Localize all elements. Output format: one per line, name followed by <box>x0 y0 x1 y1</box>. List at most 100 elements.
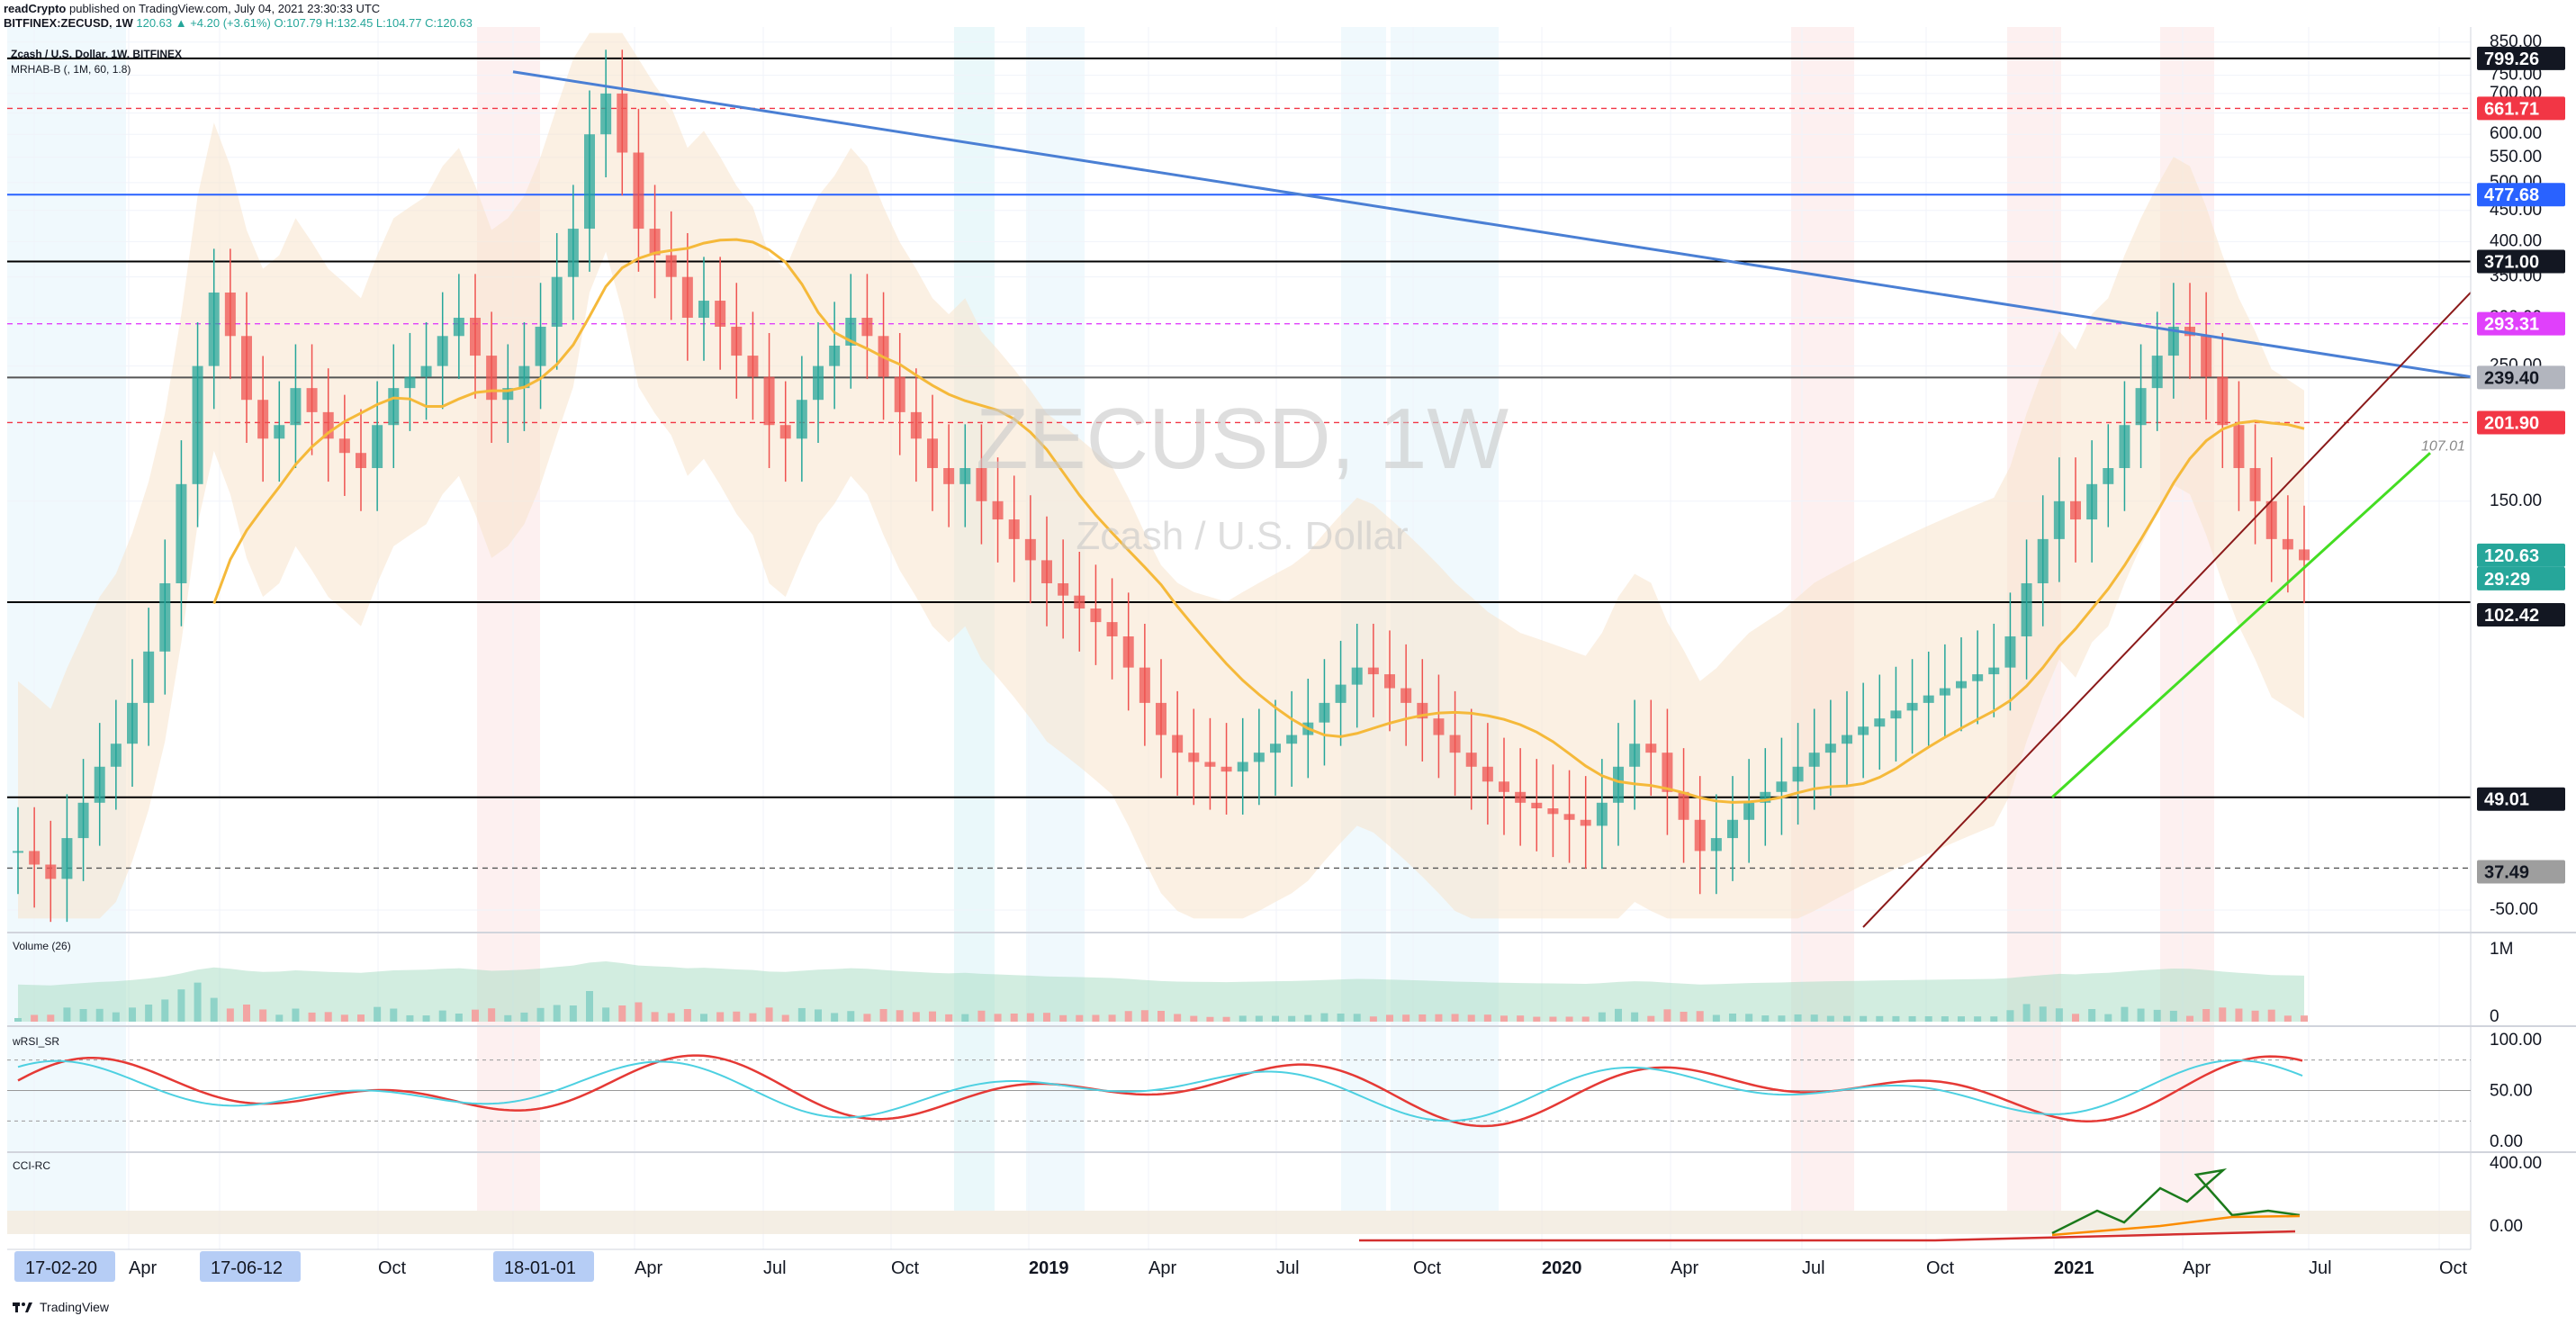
tradingview-logo-icon <box>13 1302 32 1312</box>
candle-body <box>1465 753 1477 767</box>
volume-bar <box>2006 1010 2014 1022</box>
time-tick-label: 17-06-12 <box>211 1258 283 1278</box>
volume-pane-label: Volume (26) <box>13 940 71 952</box>
candle-body <box>437 336 448 366</box>
published-text: published on TradingView.com, July 04, 2… <box>68 2 381 15</box>
volume-bar <box>1892 1015 1900 1022</box>
volume-bar <box>1924 1016 1932 1022</box>
candle-body <box>1662 753 1673 792</box>
price-label-bg <box>2477 543 2565 567</box>
candle-body <box>1547 808 1559 815</box>
time-tick-highlight <box>200 1251 301 1282</box>
volume-bar <box>1353 1014 1361 1022</box>
candle-body <box>45 864 57 879</box>
candle-body <box>388 388 400 426</box>
volume-bar <box>1647 1015 1655 1022</box>
volume-bar <box>700 1014 707 1022</box>
time-tick-label: Oct <box>1413 1258 1442 1278</box>
candle-body <box>176 483 187 583</box>
volume-bar <box>1304 1014 1312 1022</box>
time-tick-label: Apr <box>1148 1258 1176 1278</box>
volume-bar <box>1810 1014 1818 1022</box>
price-label-badge: 37.49 <box>2477 860 2565 884</box>
candle-body <box>1433 718 1445 735</box>
volume-bar <box>2169 1010 2177 1022</box>
candle-body <box>665 255 677 277</box>
price-label-badge: 371.00 <box>2477 249 2565 274</box>
candle-body <box>2037 538 2049 583</box>
volume-bar <box>2121 1006 2129 1022</box>
volume-bar <box>1124 1011 1132 1022</box>
volume-bar <box>1435 1014 1443 1022</box>
candle-body <box>1058 582 1069 596</box>
candle-body <box>1106 622 1118 636</box>
volume-tick-label: 0 <box>2490 1007 2499 1026</box>
volume-bar <box>2283 1015 2292 1022</box>
volume-bar <box>2202 1009 2211 1022</box>
candle-body <box>143 651 155 703</box>
volume-bar <box>1500 1015 1508 1022</box>
volume-bar <box>1255 1015 1263 1022</box>
volume-bar <box>1272 1015 1279 1022</box>
candle-body <box>2021 582 2032 636</box>
candle-body <box>698 301 709 319</box>
volume-bar <box>553 1005 561 1022</box>
candle-body <box>1890 710 1902 719</box>
price-label-bg <box>2477 566 2565 590</box>
volume-bar <box>1974 1016 1982 1022</box>
volume-bar <box>1549 1016 1557 1022</box>
volume-bar <box>1190 1015 1198 1022</box>
candle-body <box>1499 781 1509 792</box>
volume-bar <box>683 1009 691 1022</box>
volume-bar <box>781 1014 789 1022</box>
candle-body <box>1122 635 1134 668</box>
time-tick-highlight <box>493 1251 594 1282</box>
rsi-signal-line <box>17 1059 2303 1122</box>
volume-bar <box>536 1007 545 1022</box>
candle-body <box>1188 753 1200 762</box>
volume-bar <box>1206 1016 1214 1022</box>
candle-body <box>94 766 105 803</box>
volume-bar <box>1565 1016 1573 1022</box>
volume-bar <box>1157 1011 1165 1022</box>
candle-body <box>1220 766 1232 772</box>
volume-bar <box>226 1008 234 1022</box>
candle-body <box>1972 674 1984 681</box>
candle-body <box>518 365 530 389</box>
price-label-text: 102.42 <box>2484 606 2539 626</box>
candle-body <box>1743 802 1755 820</box>
moving-average-line <box>212 238 2305 804</box>
time-tick-label: Jul <box>1802 1258 1825 1278</box>
volume-bar <box>1712 1014 1720 1022</box>
candle-body <box>110 744 122 767</box>
candle-body <box>1563 814 1575 820</box>
candle-body <box>61 838 73 879</box>
candle-body <box>715 301 726 327</box>
candle-body <box>1874 718 1886 727</box>
volume-bar <box>977 1010 986 1022</box>
price-label-bg <box>2477 602 2565 626</box>
price-label-badge: 799.26 <box>2477 46 2565 70</box>
price-label-badge: 29:29 <box>2477 566 2565 590</box>
candle-body <box>2265 500 2277 539</box>
candle-body <box>338 438 350 454</box>
volume-bar <box>2186 1015 2193 1022</box>
volume-bar <box>455 1014 463 1022</box>
volume-bar <box>2039 1006 2047 1022</box>
time-tick-label: 2021 <box>2054 1258 2094 1278</box>
time-tick-label: Oct <box>378 1258 407 1278</box>
price-label-badge: 661.71 <box>2477 96 2565 121</box>
candle-body <box>2086 483 2098 520</box>
volume-bar <box>324 1012 332 1022</box>
volume-bar <box>1419 1014 1427 1022</box>
candle-body <box>910 411 922 439</box>
candle-body <box>1253 753 1265 762</box>
volume-bar <box>635 1002 643 1022</box>
candle-body <box>1237 762 1248 772</box>
cci-red-line <box>1359 1230 2296 1242</box>
volume-bar <box>1140 1010 1148 1022</box>
candle-body <box>2151 356 2163 389</box>
publisher-name[interactable]: readCrypto <box>4 2 67 15</box>
candle-body <box>1694 819 1706 852</box>
